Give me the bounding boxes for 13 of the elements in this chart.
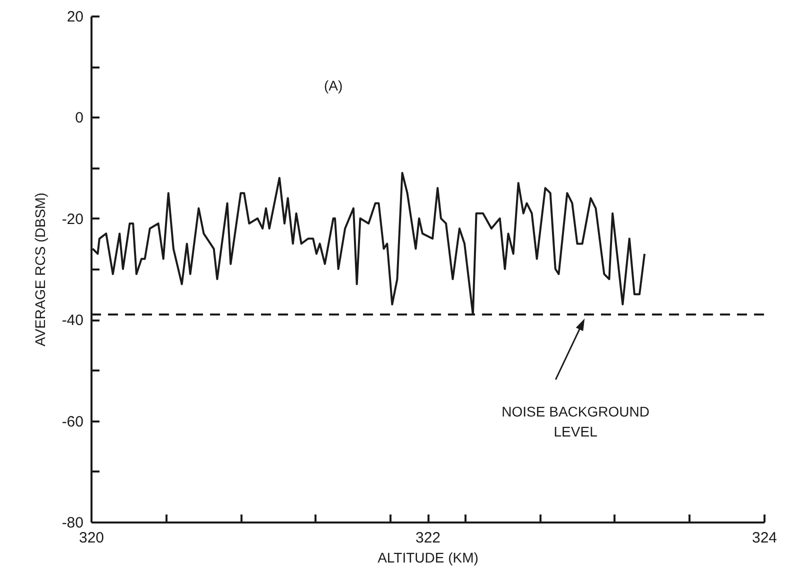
y-tick-label: 0 — [75, 110, 84, 127]
x-tick-label: 320 — [78, 530, 104, 546]
y-tick-label: -40 — [62, 312, 84, 330]
x-tick-label: 324 — [752, 530, 778, 546]
y-tick-label: 20 — [66, 8, 84, 26]
x-tick-label: 322 — [415, 530, 441, 546]
y-tick-label: -80 — [62, 514, 84, 532]
annotation: (A) — [324, 77, 343, 94]
x-axis-title: ALTITUDE (KM) — [378, 550, 478, 566]
y-axis-title: AVERAGE RCS (DBSM) — [32, 192, 48, 346]
annotation: NOISE BACKGROUND LEVEL — [502, 404, 650, 440]
y-tick-label: -60 — [62, 413, 84, 430]
y-tick-label: -20 — [62, 210, 84, 228]
